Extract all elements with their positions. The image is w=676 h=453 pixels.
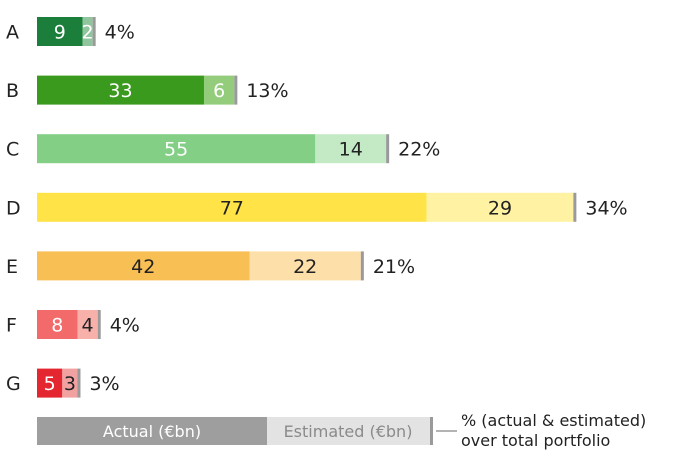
bar-end-marker-b: [234, 75, 238, 105]
percent-label-d: 34%: [585, 197, 627, 219]
bar-end-marker-f: [97, 310, 101, 339]
legend-end-marker: [430, 417, 433, 445]
category-label-g: G: [6, 373, 21, 395]
percent-label-c: 22%: [398, 139, 440, 161]
value-label-estimated-a: 2: [82, 22, 94, 44]
value-label-actual-a: 9: [54, 22, 66, 44]
value-label-actual-e: 42: [131, 256, 155, 278]
value-label-estimated-d: 29: [488, 197, 512, 219]
value-label-estimated-b: 6: [213, 80, 225, 102]
bar-actual-f: [37, 310, 78, 339]
legend: Actual (€bn) Estimated (€bn) % (actual &…: [37, 411, 646, 450]
category-label-e: E: [6, 256, 18, 278]
value-label-actual-g: 5: [44, 373, 56, 395]
bars-group: A 9 2 4%B 33 6 13%C 55 14 22%D 77 29 34%E 42 22 21%F 8 4 4…: [6, 17, 628, 398]
value-label-actual-c: 55: [164, 139, 188, 161]
value-label-estimated-g: 3: [64, 373, 76, 395]
value-label-actual-f: 8: [51, 315, 63, 337]
category-label-b: B: [6, 80, 19, 102]
legend-actual-swatch: [37, 417, 267, 445]
value-label-estimated-e: 22: [293, 256, 317, 278]
legend-note-line1: % (actual & estimated): [461, 411, 646, 430]
percent-label-e: 21%: [373, 256, 415, 278]
percent-label-a: 4%: [105, 22, 135, 44]
legend-estimated-swatch: [267, 417, 430, 445]
bar-estimated-f: [77, 310, 98, 339]
bar-actual-b: [37, 75, 204, 105]
percent-label-b: 13%: [246, 80, 288, 102]
legend-estimated-label: Estimated (€bn): [284, 422, 413, 441]
bar-end-marker-d: [573, 192, 577, 222]
bar-estimated-a: [82, 17, 93, 46]
bar-actual-d: [37, 192, 427, 222]
percent-label-g: 3%: [89, 373, 119, 395]
bar-estimated-c: [315, 134, 387, 164]
category-label-d: D: [6, 197, 21, 219]
bar-estimated-d: [426, 192, 574, 222]
bar-actual-a: [37, 17, 83, 46]
bar-estimated-g: [62, 368, 78, 398]
category-label-f: F: [6, 315, 17, 337]
bar-actual-g: [37, 368, 63, 398]
category-label-a: A: [6, 22, 19, 44]
value-label-estimated-f: 4: [82, 315, 94, 337]
bar-end-marker-a: [92, 17, 96, 46]
bar-end-marker-e: [360, 251, 364, 281]
value-label-actual-d: 77: [220, 197, 244, 219]
bar-estimated-b: [203, 75, 235, 105]
bar-end-marker-g: [77, 368, 81, 398]
bar-estimated-e: [249, 251, 361, 281]
percent-label-f: 4%: [110, 315, 140, 337]
category-label-c: C: [6, 139, 19, 161]
bar-end-marker-c: [386, 134, 390, 164]
bar-actual-e: [37, 251, 250, 281]
value-label-actual-b: 33: [108, 80, 132, 102]
value-label-estimated-c: 14: [339, 139, 363, 161]
legend-actual-label: Actual (€bn): [103, 422, 201, 441]
legend-note-line2: over total portfolio: [461, 431, 610, 450]
bar-actual-c: [37, 134, 316, 164]
